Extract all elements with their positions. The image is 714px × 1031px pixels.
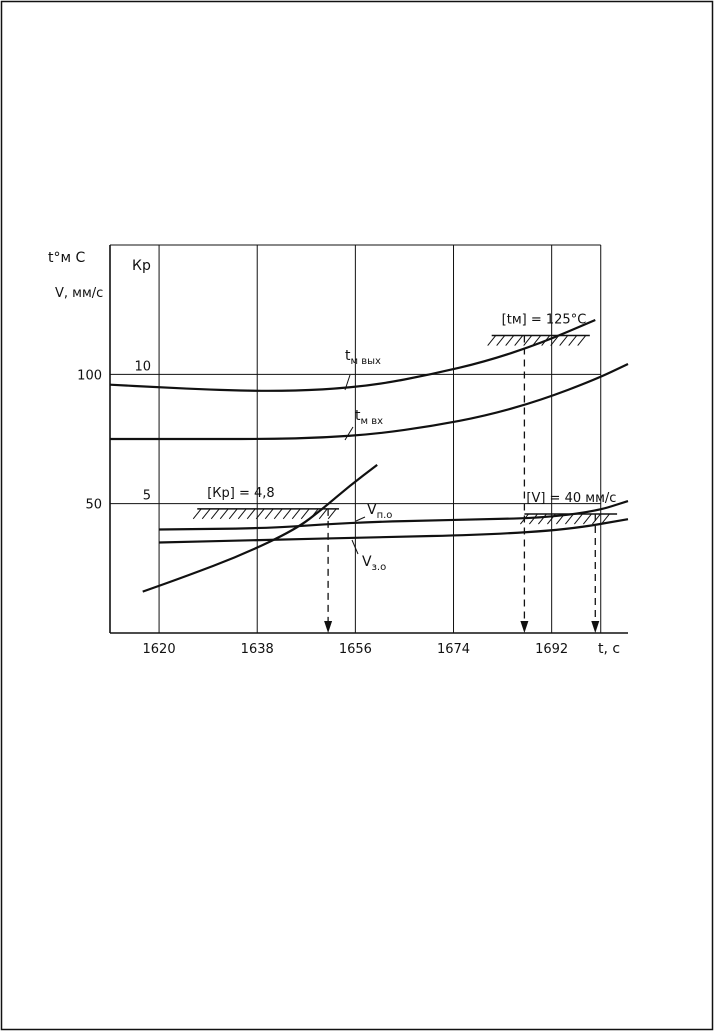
hatch-stroke bbox=[523, 335, 533, 346]
limit-arrow bbox=[520, 621, 529, 633]
hatch-stroke bbox=[574, 513, 583, 525]
limit-label: [tм] = 125°С bbox=[502, 313, 587, 328]
hatch-stroke bbox=[291, 508, 301, 520]
series-label: tм вх bbox=[355, 408, 383, 427]
series-lines bbox=[109, 319, 629, 593]
series-label-leader bbox=[344, 426, 354, 441]
y-right-label: Кр bbox=[132, 258, 151, 274]
series-line bbox=[142, 463, 378, 593]
hatch-stroke bbox=[568, 335, 578, 346]
series-label-leader bbox=[344, 374, 351, 391]
x-axis-label: t, с bbox=[598, 641, 620, 657]
hatch-stroke bbox=[327, 508, 337, 520]
x-tick-label: 1656 bbox=[339, 642, 372, 657]
limit-label: [V] = 40 мм/с bbox=[526, 491, 616, 506]
labels: 1620 1638 1656 1674 1692 50 100 5 10 t, с t°м С V, … bbox=[48, 250, 620, 657]
limit-hatches bbox=[192, 334, 618, 633]
hatch-stroke bbox=[592, 513, 601, 525]
hatch-stroke bbox=[228, 508, 238, 520]
x-tick-label: 1692 bbox=[535, 642, 568, 657]
hatch-stroke bbox=[577, 335, 587, 346]
hatch-stroke bbox=[601, 513, 610, 525]
hatch-stroke bbox=[273, 508, 283, 520]
hatch-stroke bbox=[201, 508, 211, 520]
series-label: tм вых bbox=[345, 348, 381, 367]
hatch-stroke bbox=[583, 513, 592, 525]
series-label: Vп.о bbox=[367, 502, 392, 521]
series-line bbox=[159, 518, 629, 544]
hatch-stroke bbox=[487, 335, 497, 346]
hatch-stroke bbox=[318, 508, 328, 520]
grid bbox=[110, 245, 602, 633]
hatch-stroke bbox=[559, 335, 569, 346]
hatch-stroke bbox=[246, 508, 256, 520]
chart: 1620 1638 1656 1674 1692 50 100 5 10 t, с t°м С V, … bbox=[48, 244, 629, 657]
y-left-tick-label: 100 bbox=[77, 368, 102, 383]
x-tick-label: 1638 bbox=[241, 642, 274, 657]
hatch-stroke bbox=[192, 508, 202, 520]
hatch-stroke bbox=[529, 513, 538, 525]
limit-arrow bbox=[324, 621, 333, 633]
y-left-tick-label: 50 bbox=[85, 498, 102, 513]
hatch-stroke bbox=[282, 508, 292, 520]
hatch-stroke bbox=[219, 508, 229, 520]
y-left-label-top: t°м С bbox=[48, 250, 86, 266]
series-label-leader bbox=[355, 516, 366, 522]
hatch-stroke bbox=[496, 335, 506, 346]
limit-label: [Кр] = 4,8 bbox=[207, 486, 274, 501]
series-line bbox=[109, 319, 596, 392]
hatch-stroke bbox=[210, 508, 220, 520]
series-line bbox=[110, 362, 629, 441]
hatch-stroke bbox=[514, 335, 524, 346]
limit-arrow bbox=[591, 621, 600, 633]
x-tick-label: 1620 bbox=[143, 642, 176, 657]
hatch-stroke bbox=[237, 508, 247, 520]
x-tick-label: 1674 bbox=[437, 642, 470, 657]
series-label-leader bbox=[351, 539, 359, 555]
y-right-tick-label: 5 bbox=[143, 489, 151, 504]
hatch-stroke bbox=[255, 508, 265, 520]
hatch-stroke bbox=[505, 335, 515, 346]
hatch-stroke bbox=[538, 513, 547, 525]
hatch-stroke bbox=[264, 508, 274, 520]
hatch-stroke bbox=[532, 335, 542, 346]
series-line bbox=[159, 500, 629, 531]
y-left-label-bottom: V, мм/с bbox=[55, 286, 103, 301]
hatch-stroke bbox=[300, 508, 310, 520]
series-label: Vз.о bbox=[362, 554, 386, 573]
y-right-tick-label: 10 bbox=[135, 359, 152, 374]
hatch-stroke bbox=[565, 513, 574, 525]
